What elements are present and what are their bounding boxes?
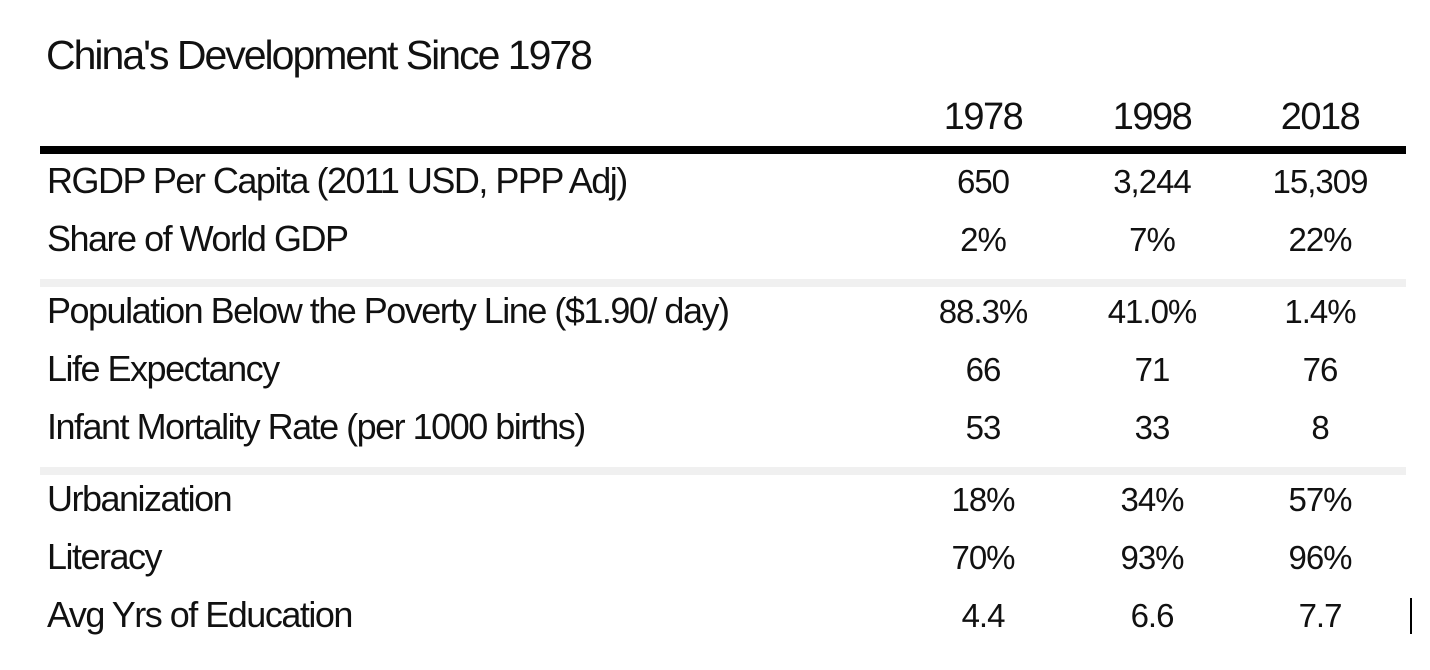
column-header: 2018 [1280,96,1361,138]
row-label: Avg Yrs of Education [47,594,353,635]
row-label: Life Expectancy [47,348,280,389]
row-label: RGDP Per Capita (2011 USD, PPP Adj) [47,160,628,201]
group-separator [40,467,1406,475]
table-row: RGDP Per Capita (2011 USD, PPP Adj) 650 3,… [0,160,1430,206]
table-row: Avg Yrs of Education 4.4 6.6 7.7 [0,594,1430,640]
row-label: Population Below the Poverty Line ($1.90… [47,290,730,331]
table-row: Literacy 70% 93% 96% [0,536,1430,582]
table-cell: 650 [956,163,1010,200]
table-cell: 3,244 [1113,163,1192,200]
table-cell: 1.4% [1284,293,1356,330]
table-cell: 33 [1134,409,1171,446]
table-cell: 7.7 [1298,597,1343,634]
text-cursor [1410,598,1412,634]
table-cell: 2% [960,221,1007,258]
table-cell: 15,309 [1272,163,1369,200]
table-cell: 76 [1302,351,1339,388]
row-label: Infant Mortality Rate (per 1000 births) [47,406,586,447]
table-cell: 71 [1134,351,1171,388]
header-rule [40,146,1406,154]
table-cell: 34% [1120,481,1184,518]
row-label: Urbanization [47,478,233,519]
table-cell: 6.6 [1130,597,1175,634]
table-cell: 8 [1311,409,1329,446]
row-label: Literacy [47,536,163,577]
table-title: China's Development Since 1978 [46,32,593,78]
table-row: Urbanization 18% 34% 57% [0,478,1430,524]
table-cell: 93% [1120,539,1184,576]
table-cell: 70% [951,539,1015,576]
group-separator [40,279,1406,287]
table-cell: 18% [951,481,1015,518]
table-cell: 57% [1288,481,1352,518]
table-cell: 4.4 [961,597,1006,634]
table-cell: 41.0% [1107,293,1198,330]
table-cell: 22% [1288,221,1352,258]
table-row: Infant Mortality Rate (per 1000 births) 5… [0,406,1430,452]
table-cell: 96% [1288,539,1352,576]
row-label: Share of World GDP [47,218,349,259]
column-header: 1978 [943,96,1024,138]
table-row: Share of World GDP 2% 7% 22% [0,218,1430,264]
table-cell: 53 [965,409,1002,446]
table-cell: 88.3% [938,293,1029,330]
table-cell: 7% [1129,221,1176,258]
table-row: Population Below the Poverty Line ($1.90… [0,290,1430,336]
table-row: Life Expectancy 66 71 76 [0,348,1430,394]
table-cell: 66 [965,351,1002,388]
column-header: 1998 [1112,96,1193,138]
